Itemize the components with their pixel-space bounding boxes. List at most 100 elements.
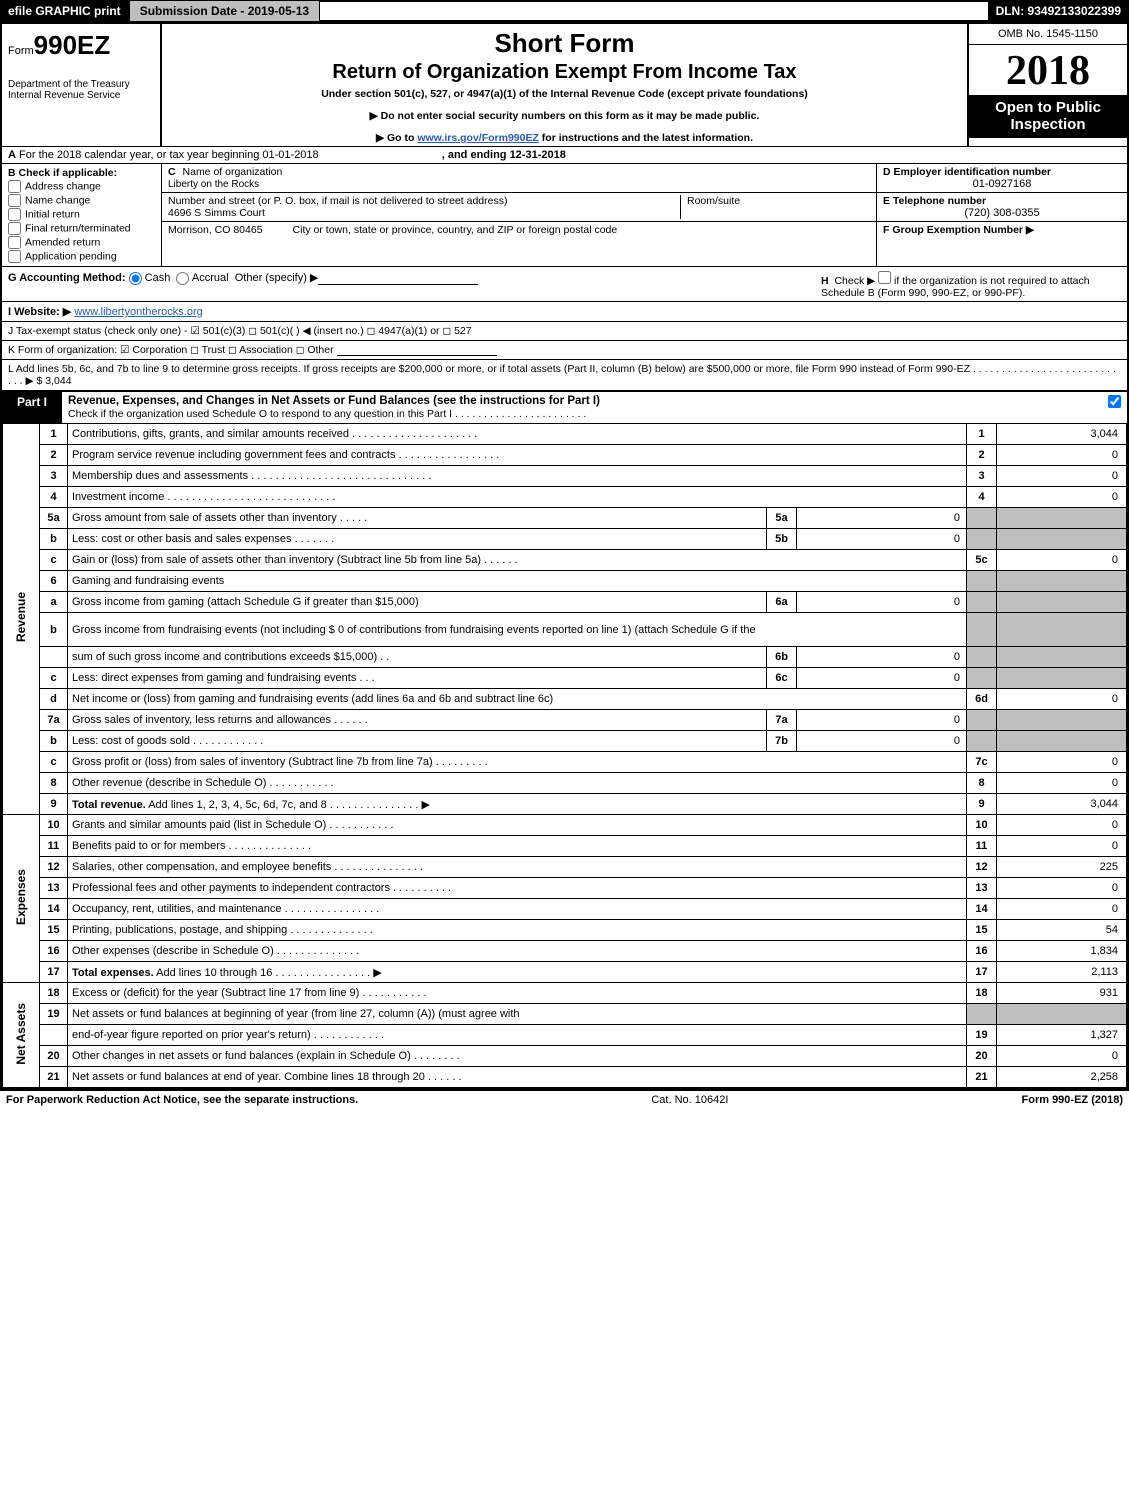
- goto-pre: ▶ Go to: [376, 132, 417, 144]
- line-number: 5a: [40, 508, 68, 529]
- line-desc: Net assets or fund balances at beginning…: [68, 1004, 967, 1025]
- line-code: 7c: [967, 752, 997, 773]
- line-row: 13Professional fees and other payments t…: [3, 878, 1127, 899]
- line-value: 0: [997, 1046, 1127, 1067]
- line-row: cGain or (loss) from sale of assets othe…: [3, 550, 1127, 571]
- line-row: 6Gaming and fundraising events: [3, 571, 1127, 592]
- radio-accrual[interactable]: [176, 272, 189, 285]
- line-value-shade: [997, 731, 1127, 752]
- line-row: cLess: direct expenses from gaming and f…: [3, 668, 1127, 689]
- goto-line: ▶ Go to www.irs.gov/Form990EZ for instru…: [172, 132, 957, 144]
- line-number: c: [40, 550, 68, 571]
- website-link[interactable]: www.libertyontherocks.org: [74, 306, 202, 318]
- line-code: 10: [967, 815, 997, 836]
- room-label: Room/suite: [680, 195, 870, 219]
- line-a-ending: , and ending 12-31-2018: [442, 149, 566, 161]
- chk-name-change[interactable]: Name change: [8, 194, 155, 207]
- chk-address-change[interactable]: Address change: [8, 180, 155, 193]
- line-number: 1: [40, 424, 68, 445]
- line-code: 13: [967, 878, 997, 899]
- line-desc: Gain or (loss) from sale of assets other…: [68, 550, 967, 571]
- city-val: Morrison, CO 80465: [168, 224, 263, 236]
- phone-cell: E Telephone number (720) 308-0355: [877, 193, 1127, 222]
- g-label: G Accounting Method:: [8, 272, 126, 284]
- line-row: 2Program service revenue including gover…: [3, 445, 1127, 466]
- col-b: B Check if applicable: Address change Na…: [2, 164, 162, 266]
- chk-initial-return[interactable]: Initial return: [8, 208, 155, 221]
- line-row: 4Investment income . . . . . . . . . . .…: [3, 487, 1127, 508]
- form-no: 990EZ: [34, 30, 111, 60]
- footer-right: Form 990-EZ (2018): [1022, 1094, 1124, 1106]
- chk-application-pending[interactable]: Application pending: [8, 250, 155, 263]
- line-value: 0: [997, 899, 1127, 920]
- line-value: 0: [997, 773, 1127, 794]
- line-code-shade: [967, 508, 997, 529]
- h-label: H: [821, 275, 829, 287]
- line-number: 2: [40, 445, 68, 466]
- addr-val: 4696 S Simms Court: [168, 207, 265, 219]
- irs-link[interactable]: www.irs.gov/Form990EZ: [417, 132, 539, 144]
- line-code: 3: [967, 466, 997, 487]
- line-desc: Investment income . . . . . . . . . . . …: [68, 487, 967, 508]
- mini-code: 5a: [767, 508, 797, 529]
- c-label: C: [168, 166, 176, 178]
- chk-final-return[interactable]: Final return/terminated: [8, 222, 155, 235]
- line-value: 1,327: [997, 1025, 1127, 1046]
- line-row: 16Other expenses (describe in Schedule O…: [3, 941, 1127, 962]
- line-desc: Program service revenue including govern…: [68, 445, 967, 466]
- chk-schedule-b[interactable]: [878, 271, 891, 284]
- ein-cell: D Employer identification number 01-0927…: [877, 164, 1127, 193]
- radio-cash[interactable]: [129, 272, 142, 285]
- dept-treasury: Department of the Treasury: [8, 79, 154, 90]
- line-row: Revenue1Contributions, gifts, grants, an…: [3, 424, 1127, 445]
- line-row: 11Benefits paid to or for members . . . …: [3, 836, 1127, 857]
- part1-checkbox-cell: [1097, 392, 1127, 423]
- other-specify-line: [318, 273, 478, 285]
- line-row: 3Membership dues and assessments . . . .…: [3, 466, 1127, 487]
- line-row: cGross profit or (loss) from sales of in…: [3, 752, 1127, 773]
- line-number: 12: [40, 857, 68, 878]
- line-desc: Net income or (loss) from gaming and fun…: [68, 689, 967, 710]
- line-desc: Net assets or fund balances at end of ye…: [68, 1067, 967, 1088]
- mini-code: 5b: [767, 529, 797, 550]
- chk-amended-return[interactable]: Amended return: [8, 236, 155, 249]
- c-text: Name of organization: [183, 166, 283, 178]
- line-row: bGross income from fundraising events (n…: [3, 613, 1127, 647]
- mini-value: 0: [797, 529, 967, 550]
- line-code-shade: [967, 529, 997, 550]
- line-row: bLess: cost of goods sold . . . . . . . …: [3, 731, 1127, 752]
- line-desc: Other expenses (describe in Schedule O) …: [68, 941, 967, 962]
- line-code-shade: [967, 613, 997, 647]
- title-short-form: Short Form: [172, 28, 957, 59]
- form-frame: Form990EZ Department of the Treasury Int…: [0, 22, 1129, 1090]
- line-number: c: [40, 668, 68, 689]
- form-number: Form990EZ: [8, 30, 154, 61]
- line-value: 225: [997, 857, 1127, 878]
- mini-value: 0: [797, 647, 967, 668]
- chk-schedule-o[interactable]: [1108, 395, 1121, 408]
- part1-tab: Part I: [2, 392, 62, 423]
- line-desc: Total revenue. Add lines 1, 2, 3, 4, 5c,…: [68, 794, 967, 815]
- line-row: dNet income or (loss) from gaming and fu…: [3, 689, 1127, 710]
- line-number: 20: [40, 1046, 68, 1067]
- line-number: 7a: [40, 710, 68, 731]
- section-label: Expenses: [3, 815, 40, 983]
- line-code: 16: [967, 941, 997, 962]
- row-g: G Accounting Method: Cash Accrual Other …: [8, 271, 821, 299]
- line-number: 6: [40, 571, 68, 592]
- line-value-shade: [997, 592, 1127, 613]
- row-k-text: K Form of organization: ☑ Corporation ◻ …: [8, 344, 334, 356]
- form-prefix: Form: [8, 45, 34, 57]
- line-value: 0: [997, 836, 1127, 857]
- phone-value: (720) 308-0355: [883, 207, 1121, 219]
- mini-value: 0: [797, 731, 967, 752]
- row-bcdef: B Check if applicable: Address change Na…: [2, 163, 1127, 266]
- line-number: 4: [40, 487, 68, 508]
- line-number: 3: [40, 466, 68, 487]
- line-desc: Grants and similar amounts paid (list in…: [68, 815, 967, 836]
- dln-label: DLN: 93492133022399: [988, 0, 1129, 22]
- line-code: 20: [967, 1046, 997, 1067]
- line-code: 21: [967, 1067, 997, 1088]
- line-value: 0: [997, 487, 1127, 508]
- line-value: 3,044: [997, 794, 1127, 815]
